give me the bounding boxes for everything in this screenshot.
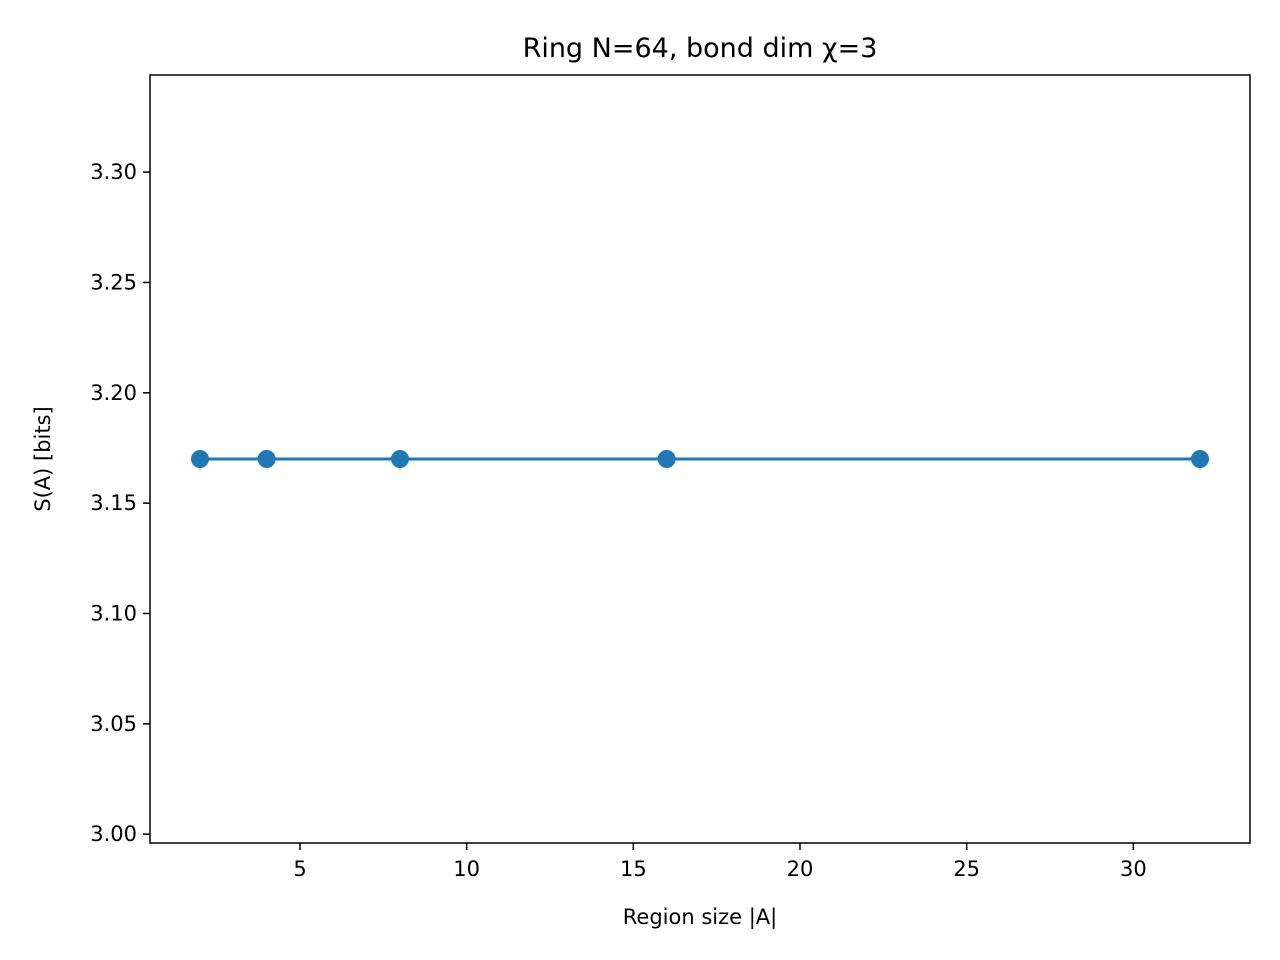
data-point bbox=[391, 450, 409, 468]
series-layer bbox=[191, 450, 1209, 468]
x-tick-label: 15 bbox=[620, 857, 647, 881]
data-point bbox=[657, 450, 676, 468]
x-axis-label: Region size |A| bbox=[623, 905, 777, 930]
x-tick-label: 5 bbox=[293, 857, 306, 881]
data-point bbox=[1191, 450, 1209, 468]
y-tick-label: 3.25 bbox=[90, 270, 137, 294]
x-tick-label: 30 bbox=[1120, 857, 1147, 881]
chart-title: Ring N=64, bond dim χ=3 bbox=[523, 33, 878, 64]
x-tick-label: 10 bbox=[453, 857, 480, 881]
y-tick-label: 3.15 bbox=[90, 491, 137, 515]
y-tick-label: 3.30 bbox=[90, 160, 137, 184]
x-tick-label: 20 bbox=[787, 857, 814, 881]
data-point bbox=[191, 450, 209, 468]
plot-frame bbox=[149, 74, 1251, 844]
ticks: 5 10 15 20 25 30 3.00 3.05 3.10 3.15 3.20 3.25 3.30 bbox=[90, 160, 1146, 881]
y-tick-label: 3.10 bbox=[90, 601, 137, 625]
y-axis-label: S(A) [bits] bbox=[31, 406, 55, 511]
y-tick-label: 3.00 bbox=[90, 822, 137, 846]
data-point bbox=[257, 450, 276, 468]
x-tick-label: 25 bbox=[953, 857, 980, 881]
y-tick-label: 3.05 bbox=[90, 712, 137, 736]
y-tick-label: 3.20 bbox=[90, 381, 137, 405]
